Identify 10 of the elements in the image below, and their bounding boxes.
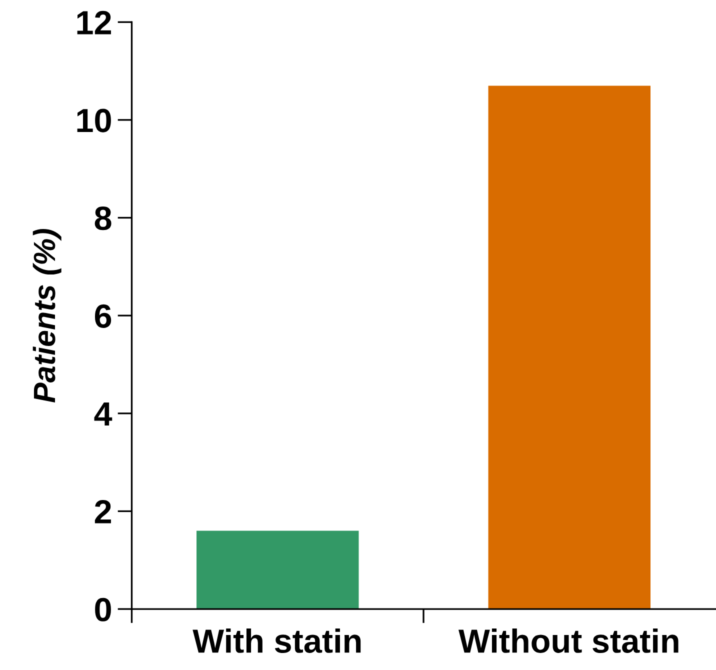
y-tick-label: 4 <box>94 402 112 426</box>
y-tick-label: 8 <box>94 206 112 230</box>
y-tick-label: 10 <box>77 108 111 132</box>
x-tick-label: With statin <box>192 628 361 653</box>
y-tick-label: 6 <box>94 304 112 328</box>
y-tick-label: 0 <box>95 598 111 622</box>
x-tick-label: Without statin <box>458 628 678 653</box>
y-tick-label: 12 <box>77 10 111 34</box>
y-tick-label: 2 <box>94 500 111 524</box>
y-axis-title: Patients (%) <box>32 229 62 402</box>
